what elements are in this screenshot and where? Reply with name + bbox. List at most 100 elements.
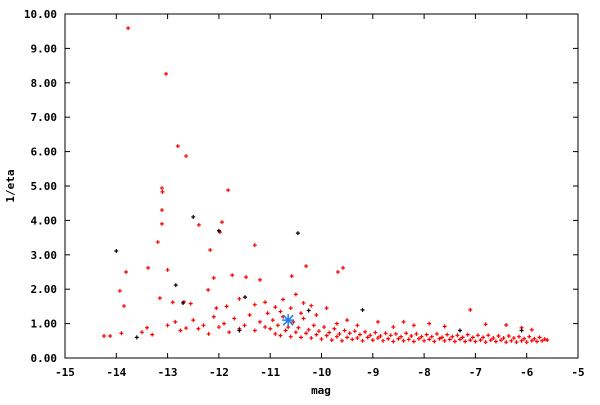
data-point [160, 189, 165, 194]
y-tick-label: 4.00 [31, 214, 58, 227]
data-point [424, 332, 429, 337]
data-point [289, 274, 294, 279]
data-point [191, 318, 196, 323]
x-tick-label: -14 [106, 366, 126, 379]
data-point [309, 303, 314, 308]
data-point [529, 338, 534, 343]
data-point [342, 328, 347, 333]
data-point [491, 336, 496, 341]
data-point [357, 332, 362, 337]
data-point [242, 323, 247, 328]
data-point [293, 330, 298, 335]
data-point [391, 325, 396, 330]
data-point [226, 188, 231, 193]
data-point [409, 333, 414, 338]
data-point [345, 335, 350, 340]
data-point [334, 321, 339, 326]
data-point [319, 337, 324, 342]
data-point [265, 311, 270, 316]
data-point [273, 305, 278, 310]
data-point [350, 337, 355, 342]
data-point [375, 319, 380, 324]
data-point [146, 265, 151, 270]
data-point [452, 339, 457, 344]
data-point [540, 338, 545, 343]
data-point [483, 340, 488, 345]
data-point [517, 334, 522, 339]
data-point [478, 338, 483, 343]
data-point [329, 338, 334, 343]
y-axis-label: 1/eta [4, 169, 17, 202]
data-point [501, 336, 506, 341]
data-point [237, 328, 242, 333]
data-point [355, 336, 360, 341]
data-point [263, 325, 268, 330]
data-point [145, 325, 150, 330]
data-point [442, 338, 447, 343]
data-point [401, 319, 406, 324]
data-point [334, 334, 339, 339]
y-tick-label: 3.00 [31, 249, 58, 262]
data-point [322, 325, 327, 330]
data-point [411, 323, 416, 328]
data-point [437, 336, 442, 341]
data-point [222, 321, 227, 326]
data-point [230, 273, 235, 278]
data-point [196, 326, 201, 331]
data-point [473, 339, 478, 344]
data-point [178, 328, 183, 333]
data-point [208, 247, 213, 252]
data-point [440, 335, 445, 340]
data-point [206, 331, 211, 336]
data-point [243, 295, 248, 300]
data-point [173, 319, 178, 324]
data-point [345, 318, 350, 323]
data-point [504, 322, 509, 327]
data-point [165, 267, 170, 272]
data-point [159, 186, 164, 191]
data-point [270, 318, 275, 323]
data-point [257, 277, 262, 282]
data-point [396, 336, 401, 341]
data-point [227, 330, 232, 335]
data-point [460, 335, 465, 340]
x-tick-label: -9 [366, 366, 379, 379]
data-point [468, 338, 473, 343]
axes: -15 -14 -13 -12 -11 -10 -9 -8 -7 -6 -5 0.00 1.00 2.00… [24, 8, 585, 379]
data-point [237, 296, 242, 301]
data-point [486, 333, 491, 338]
data-point [293, 292, 298, 297]
data-point [363, 329, 368, 334]
data-point [386, 336, 391, 341]
data-point [527, 334, 532, 339]
data-point [419, 334, 424, 339]
data-point [301, 316, 306, 321]
data-point [201, 323, 206, 328]
data-point [519, 328, 524, 333]
data-point [281, 297, 286, 302]
x-tick-label: -6 [520, 366, 534, 379]
data-point [288, 334, 293, 339]
data-point [304, 331, 309, 336]
data-point [268, 326, 273, 331]
data-point [278, 333, 283, 338]
data-point [126, 26, 131, 31]
x-tick-label: -15 [55, 366, 75, 379]
data-point [327, 330, 332, 335]
y-tick-label: 2.00 [31, 283, 58, 296]
data-point [455, 333, 460, 338]
y-tick-label: 7.00 [31, 111, 58, 124]
data-point [257, 319, 262, 324]
data-point [134, 335, 139, 340]
data-point [483, 322, 488, 327]
data-point [324, 333, 329, 338]
data-point [314, 313, 319, 317]
data-point [429, 334, 434, 339]
data-point [470, 335, 475, 340]
data-point [488, 338, 493, 343]
data-point [365, 335, 370, 340]
data-point [493, 339, 498, 344]
data-point [370, 338, 375, 343]
data-point [335, 270, 340, 274]
